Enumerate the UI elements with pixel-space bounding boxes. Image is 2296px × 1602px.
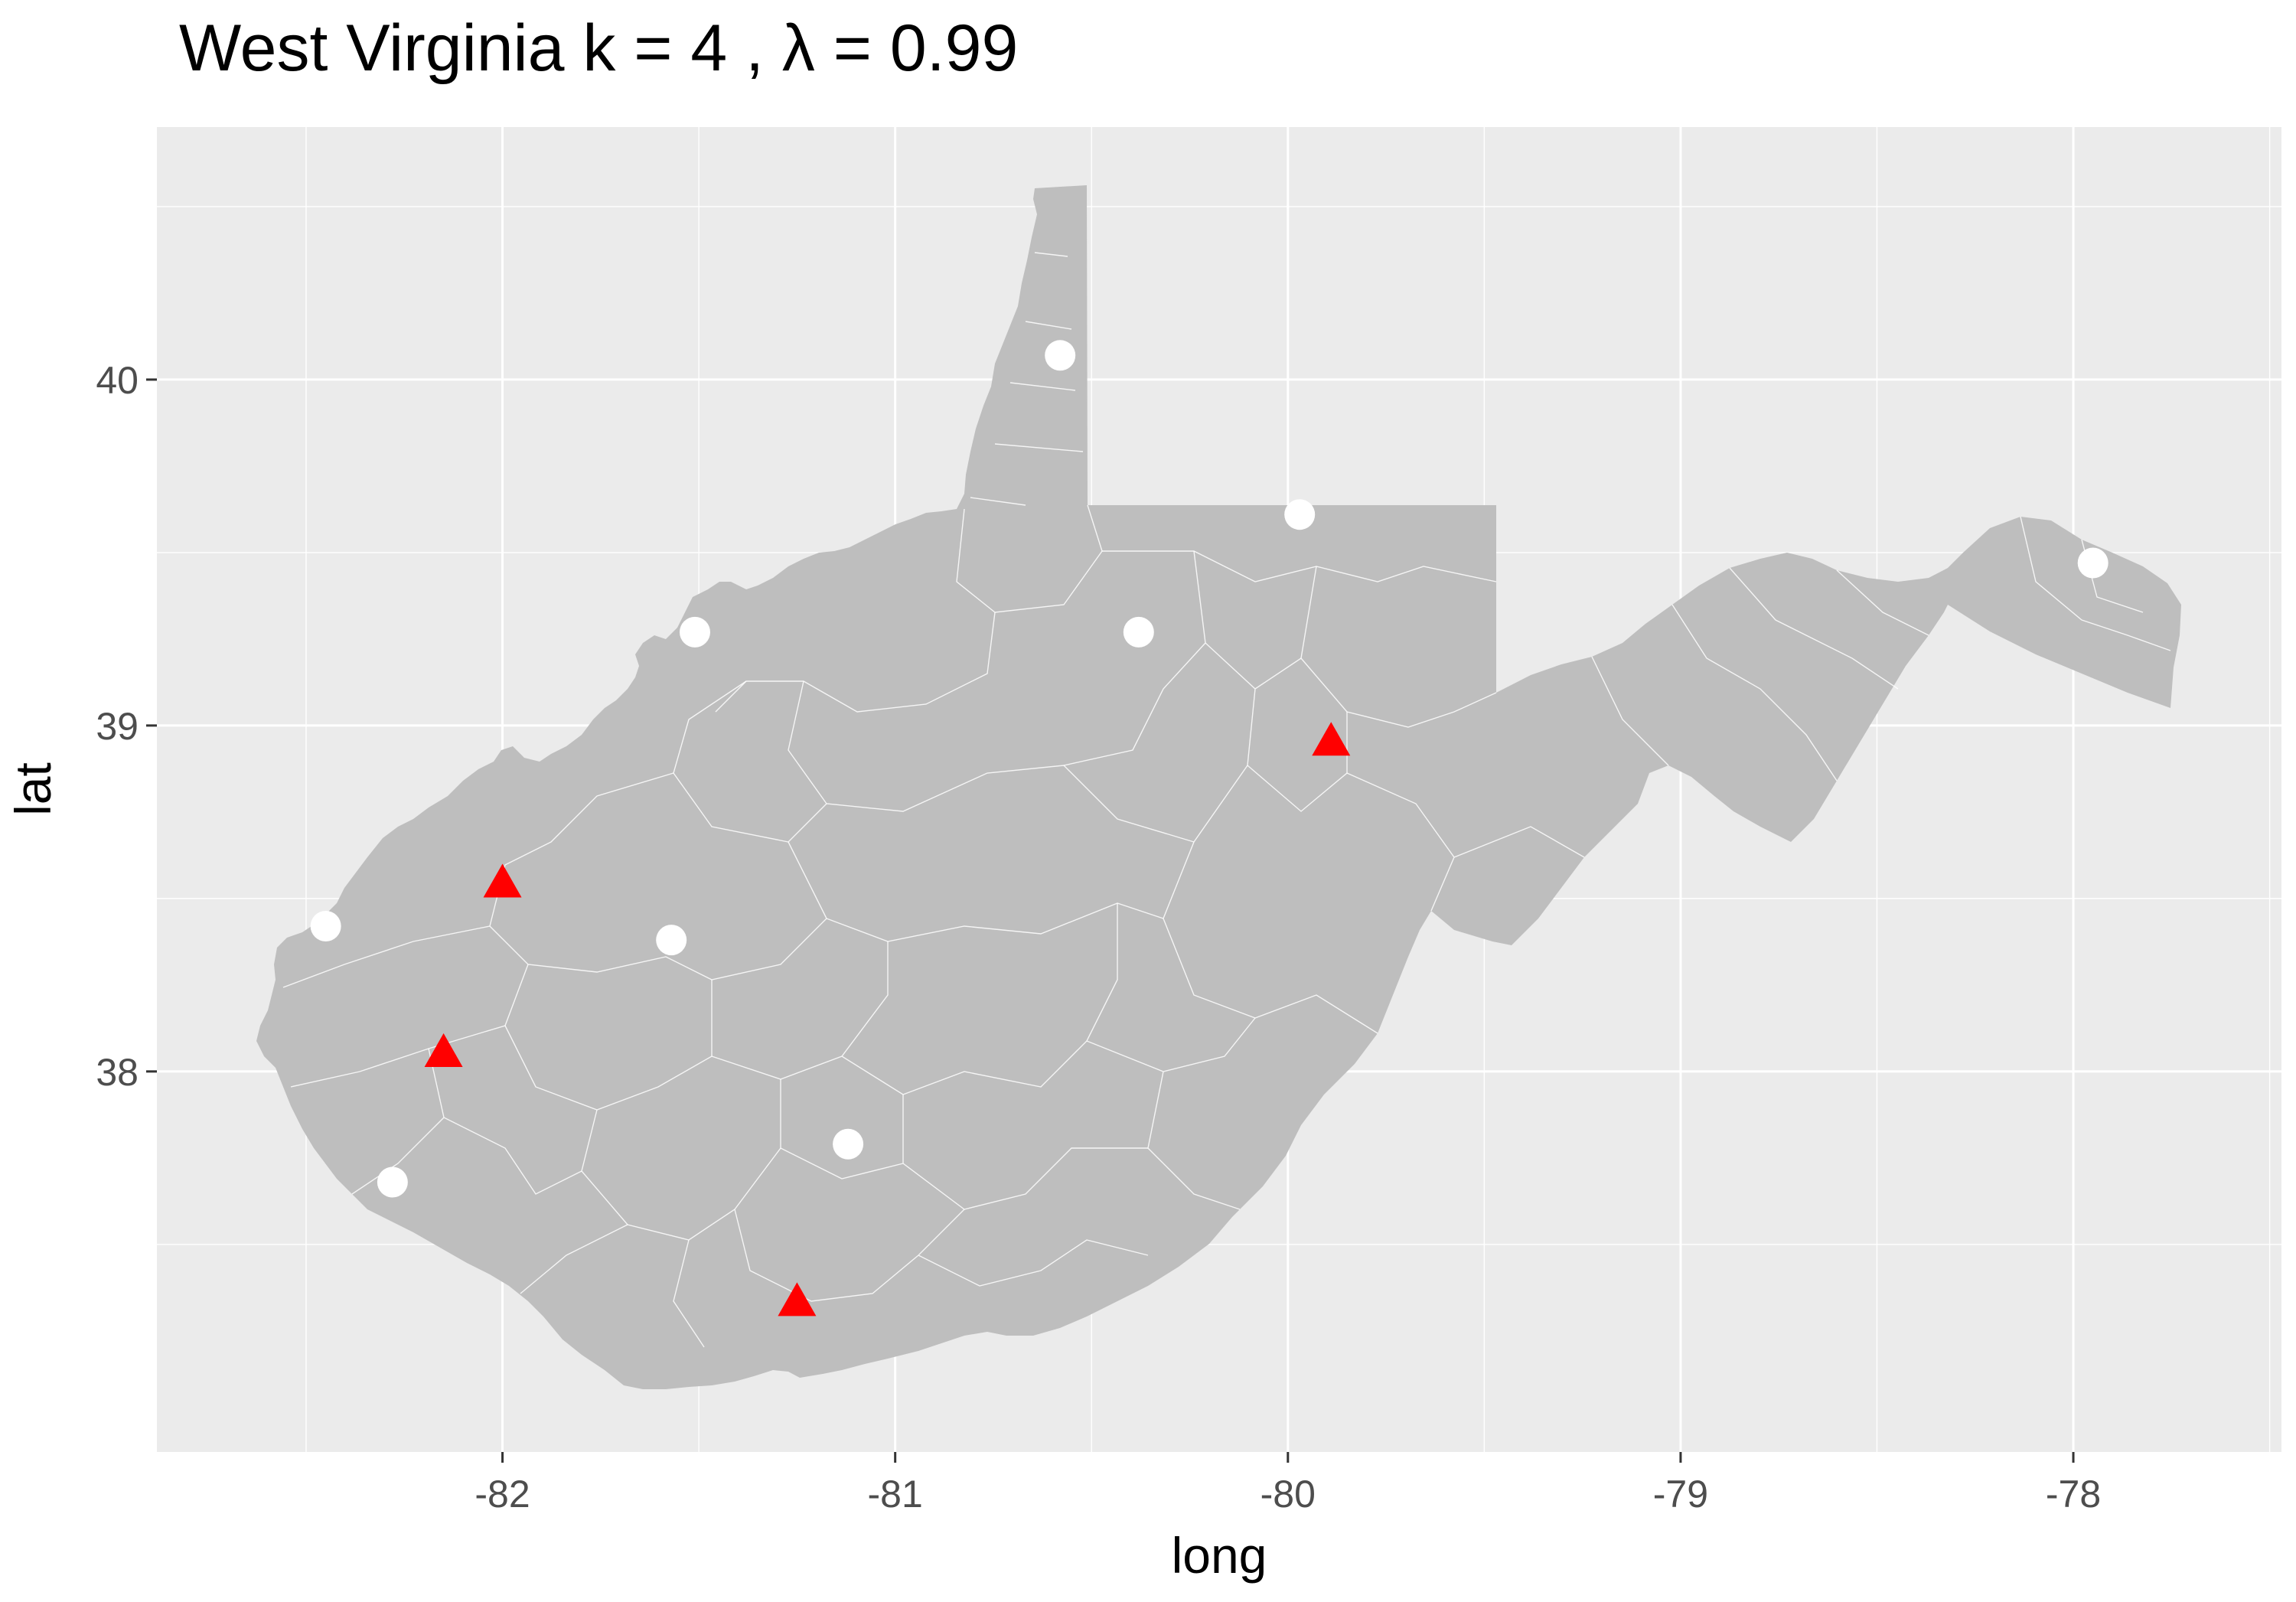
x-tick-label: -78 <box>2046 1473 2101 1516</box>
data-points <box>310 340 2108 1317</box>
county-boundary <box>970 252 1084 506</box>
white-circle-point <box>1123 616 1154 648</box>
y-tick-label: 39 <box>96 705 139 748</box>
county-boundary <box>1063 550 1206 766</box>
y-tick-label: 40 <box>96 359 139 402</box>
x-tick-label: -80 <box>1261 1473 1316 1516</box>
county-boundary <box>956 504 1103 613</box>
county-boundary <box>1163 765 1378 1034</box>
county-boundary <box>1346 772 1585 912</box>
x-tick-label: -82 <box>475 1473 530 1516</box>
x-tick-label: -79 <box>1653 1473 1708 1516</box>
chart-title: West Virginia k = 4 , λ = 0.99 <box>179 11 1018 85</box>
x-tick-label: -81 <box>868 1473 923 1516</box>
white-circle-point <box>1045 340 1076 371</box>
state-shape <box>256 185 2181 1389</box>
county-boundary <box>780 1095 1148 1210</box>
white-circle-point <box>679 616 710 648</box>
red-triangle-point <box>424 1033 463 1067</box>
red-triangle-point <box>1312 722 1351 756</box>
county-boundaries <box>282 252 2171 1348</box>
county-boundary <box>673 680 827 843</box>
red-triangle-point <box>778 1282 817 1317</box>
white-circle-point <box>833 1128 864 1160</box>
white-circle-point <box>377 1166 408 1198</box>
axes: -82 -81 -80 -79 -78 38 39 40 <box>96 359 2101 1516</box>
county-boundary <box>489 772 827 980</box>
y-axis-title: lat <box>5 762 61 816</box>
white-circle-point <box>2077 547 2108 579</box>
west-virginia-outline <box>256 185 2181 1389</box>
county-boundary <box>1591 567 1899 781</box>
y-tick-label: 38 <box>96 1051 139 1094</box>
white-circle-point <box>310 911 341 942</box>
county-boundary <box>826 902 1164 942</box>
county-boundary <box>504 980 713 1111</box>
county-boundary <box>1300 566 1497 728</box>
white-circle-point <box>1284 499 1316 530</box>
white-circle-point <box>656 925 687 956</box>
county-boundary <box>788 680 1195 843</box>
red-triangle-point <box>483 863 522 898</box>
county-boundary <box>1086 1017 1256 1210</box>
county-boundary <box>734 1209 1149 1302</box>
county-boundary <box>351 1048 582 1195</box>
county-boundary <box>520 1224 705 1348</box>
x-axis-title: long <box>1172 1527 1267 1584</box>
